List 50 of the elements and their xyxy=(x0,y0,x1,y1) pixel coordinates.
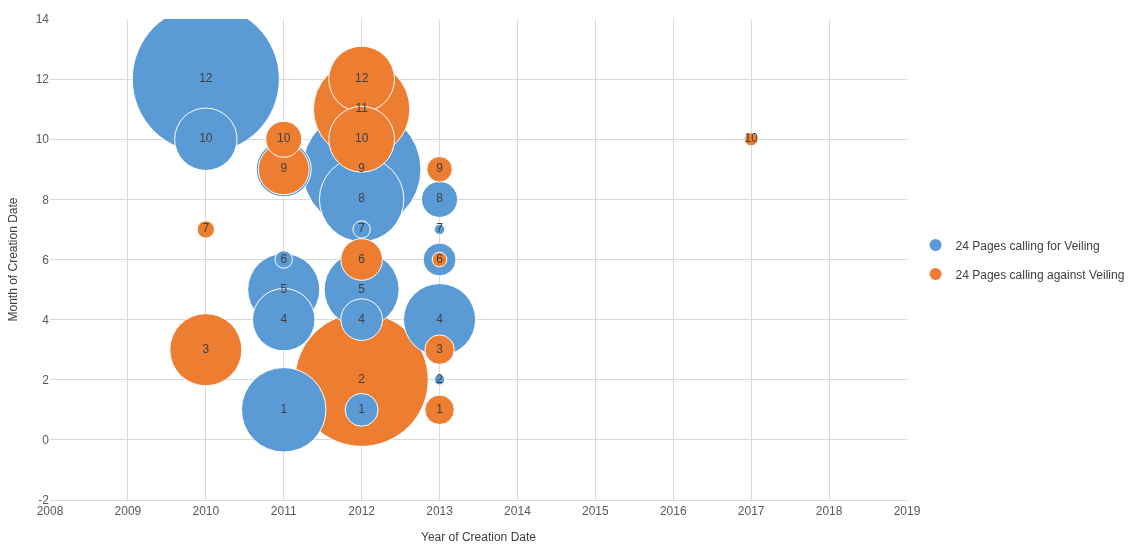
y-tick-label: 14 xyxy=(35,12,50,27)
x-tick-label: 2008 xyxy=(36,504,64,519)
data-label: 6 xyxy=(358,251,366,266)
x-tick-label: 2014 xyxy=(504,504,532,519)
legend-label: 24 Pages calling against Veiling xyxy=(955,267,1125,282)
y-tick-label: 12 xyxy=(35,72,50,87)
y-tick-label: 10 xyxy=(35,132,50,147)
data-label: 10 xyxy=(354,131,369,146)
data-label: 2 xyxy=(358,371,366,386)
y-axis-title: Month of Creation Date xyxy=(5,197,20,322)
x-tick-label: 2012 xyxy=(348,504,376,519)
y-tick-label: 2 xyxy=(42,372,50,387)
y-tick-label: 0 xyxy=(42,433,50,448)
y-tick-label: 6 xyxy=(42,252,50,267)
data-label: 6 xyxy=(436,251,444,266)
data-label: 4 xyxy=(280,311,288,326)
x-tick-label: 2016 xyxy=(659,504,687,519)
x-tick-label: 2017 xyxy=(737,504,765,519)
data-label: 7 xyxy=(358,221,366,236)
y-tick-label: 4 xyxy=(42,312,50,327)
data-label: 5 xyxy=(358,281,366,296)
data-label: 8 xyxy=(436,191,444,206)
data-label: 1 xyxy=(358,401,366,416)
data-label: 12 xyxy=(199,71,213,86)
x-tick-label: 2011 xyxy=(270,504,297,519)
x-tick-label: 2009 xyxy=(114,504,142,519)
data-label: 9 xyxy=(280,161,288,176)
data-label: 4 xyxy=(436,311,444,326)
data-label: 10 xyxy=(277,131,291,146)
data-label: 1 xyxy=(280,401,288,416)
data-label: 12 xyxy=(354,71,369,86)
data-label: 2 xyxy=(436,371,444,386)
x-axis-title: Year of Creation Date xyxy=(421,530,537,545)
x-tick-label: 2015 xyxy=(582,504,610,519)
x-tick-label: 2018 xyxy=(815,504,843,519)
data-label: 9 xyxy=(436,161,444,176)
data-label: 3 xyxy=(436,341,444,356)
data-label: 10 xyxy=(199,131,213,146)
x-tick-label: 2013 xyxy=(426,504,454,519)
x-tick-label: 2019 xyxy=(893,504,921,519)
data-label: 1 xyxy=(436,401,444,416)
y-tick-label: 8 xyxy=(42,192,50,207)
data-label: 6 xyxy=(280,251,288,266)
legend-label: 24 Pages calling for Veiling xyxy=(955,238,1100,253)
data-label: 4 xyxy=(358,311,366,326)
data-label: 7 xyxy=(436,221,444,236)
x-tick-label: 2010 xyxy=(192,504,220,519)
data-label: 8 xyxy=(358,191,366,206)
data-label: 3 xyxy=(202,341,210,356)
data-label: 7 xyxy=(202,221,210,236)
